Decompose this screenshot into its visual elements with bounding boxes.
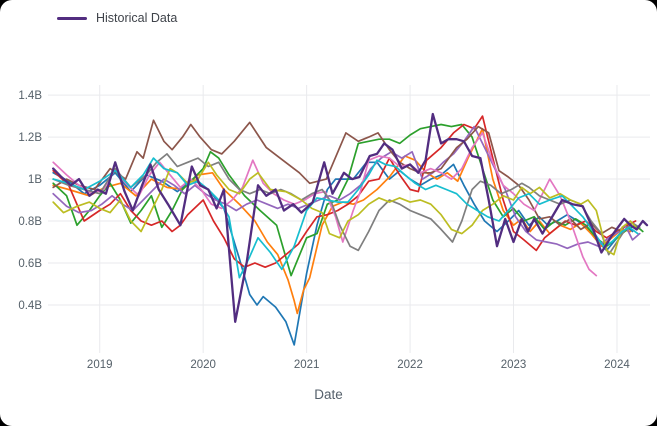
- series-lines: [52, 112, 649, 346]
- x-tick-label: 2021: [294, 359, 320, 371]
- y-tick-label: 0.8B: [18, 216, 42, 228]
- legend-item-historical-data[interactable]: Historical Data: [57, 11, 177, 25]
- x-axis-title: Date: [314, 387, 343, 402]
- series-line-green: [52, 123, 644, 277]
- x-tick-label: 2022: [397, 359, 423, 371]
- y-tick-label: 1.4B: [18, 90, 42, 102]
- x-tick-label: 2024: [604, 359, 630, 371]
- legend-line-swatch: [57, 16, 87, 20]
- series-line-cyan: [52, 157, 639, 279]
- y-tick-label: 1.2B: [18, 132, 42, 144]
- y-tick-label: 0.4B: [18, 300, 42, 312]
- x-axis-tick-labels: 2019 2020 2021 2022 2023 2024: [87, 359, 630, 371]
- y-tick-label: 1B: [28, 174, 42, 186]
- x-tick-label: 2023: [501, 359, 527, 371]
- series-line-historical-data: [52, 112, 649, 323]
- legend-label: Historical Data: [96, 11, 178, 25]
- series-line-violet: [52, 125, 641, 250]
- y-axis-tick-labels: 0.4B 0.6B 0.8B 1B 1.2B 1.4B: [18, 90, 42, 312]
- plot-area[interactable]: [48, 85, 648, 347]
- series-line-brown: [52, 119, 623, 235]
- series-line-gray: [52, 153, 641, 256]
- series-line-olive: [52, 161, 639, 256]
- x-tick-label: 2019: [87, 359, 113, 371]
- series-line-red: [52, 115, 637, 269]
- series-line-pink: [52, 132, 598, 277]
- x-tick-label: 2020: [190, 359, 216, 371]
- y-tick-label: 0.6B: [18, 258, 42, 270]
